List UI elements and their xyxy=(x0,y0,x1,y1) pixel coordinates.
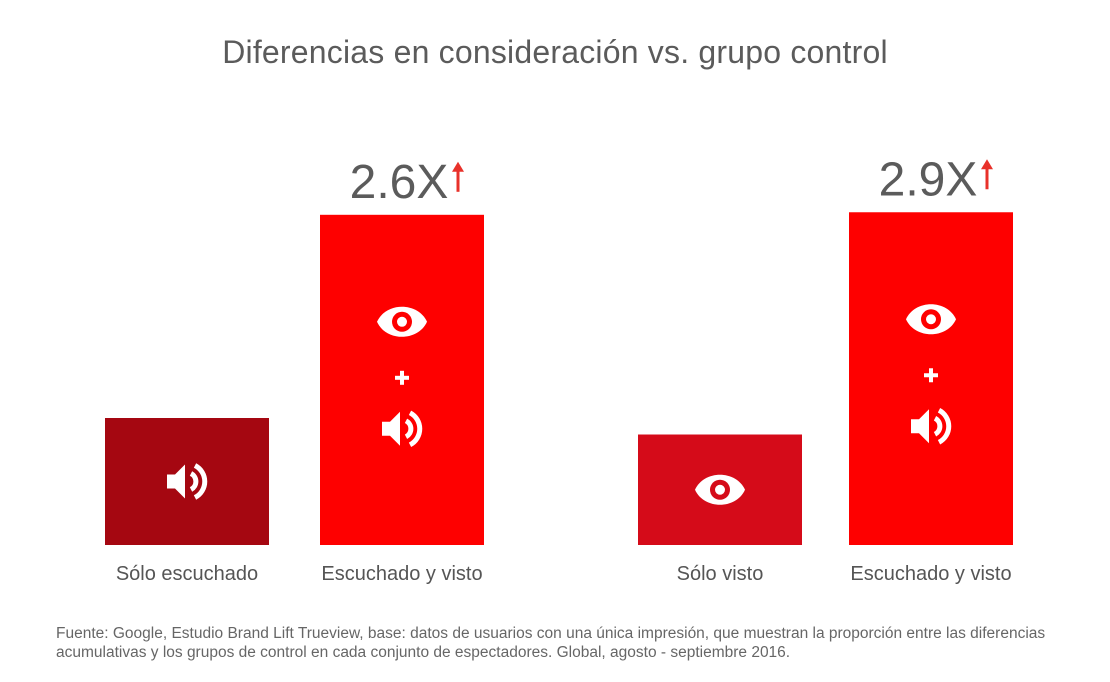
category-label: Sólo visto xyxy=(677,563,764,585)
multiplier-label: 2.6X xyxy=(350,156,449,209)
category-label: Escuchado y visto xyxy=(850,563,1011,585)
plus-icon xyxy=(924,368,938,383)
speaker-icon xyxy=(382,410,423,448)
eye-icon xyxy=(377,306,427,337)
eye-icon xyxy=(906,304,956,335)
speaker-icon xyxy=(911,408,952,445)
category-label: Escuchado y visto xyxy=(321,563,482,585)
plus-icon xyxy=(395,370,409,385)
source-footnote: Fuente: Google, Estudio Brand Lift Truev… xyxy=(56,625,1046,661)
eye-icon xyxy=(695,474,745,505)
multiplier-label: 2.9X xyxy=(879,153,978,206)
up-arrow-icon xyxy=(981,159,993,190)
bar-1-1 xyxy=(105,418,269,545)
chart-title: Diferencias en consideración vs. grupo c… xyxy=(222,34,888,70)
speaker-icon xyxy=(167,463,208,500)
bar-chart: Sólo escuchado Escuchado y visto 2.6X Sólo … xyxy=(105,153,1013,585)
up-arrow-icon xyxy=(452,161,464,192)
category-label: Sólo escuchado xyxy=(116,563,258,585)
